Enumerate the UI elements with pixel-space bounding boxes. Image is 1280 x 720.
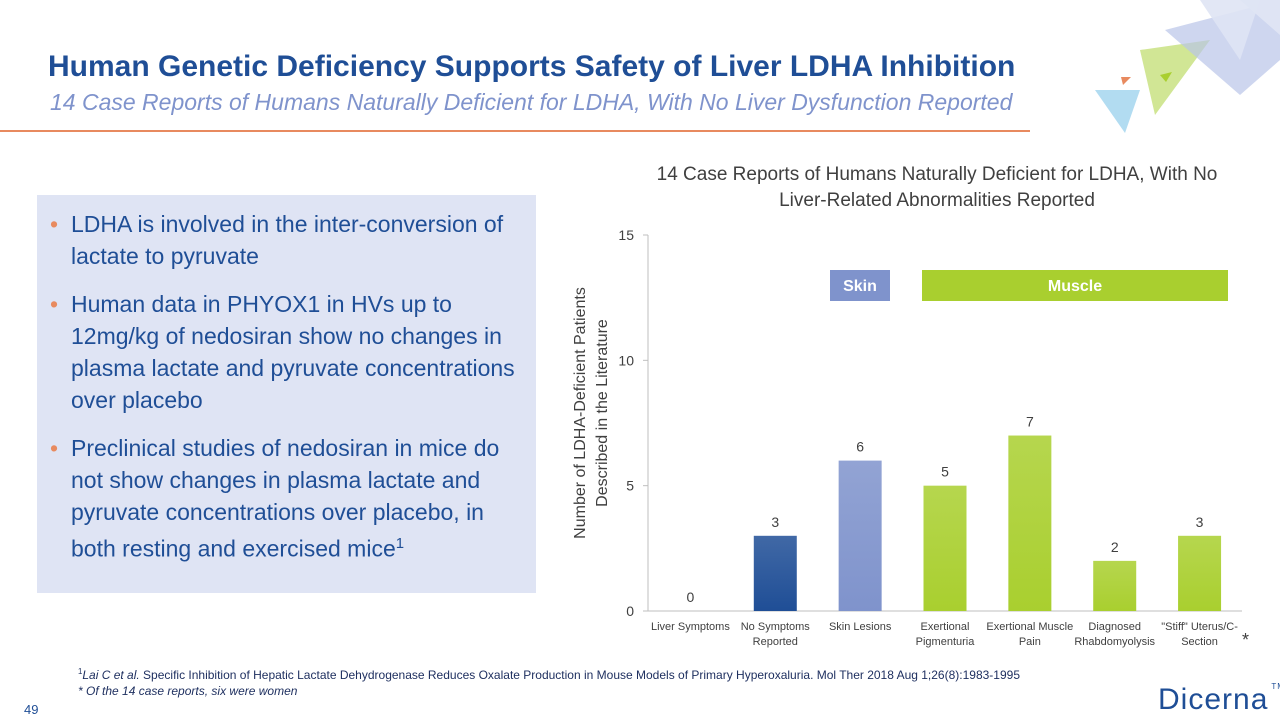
- title: Human Genetic Deficiency Supports Safety…: [48, 50, 1016, 83]
- bullet: Preclinical studies of nedosiran in mice…: [48, 432, 528, 565]
- x-tick-label: Exertional Pigmenturia: [915, 621, 975, 648]
- bar: [1178, 535, 1222, 611]
- x-tick-label: Exertional Muscle Pain: [986, 621, 1074, 648]
- group-box: [922, 270, 1228, 301]
- x-tick-label: Liver Symptoms: [650, 621, 730, 633]
- footnote: 1Lai C et al. Specific Inhibition of Hep…: [78, 664, 1020, 683]
- asterisk: *: [1242, 630, 1249, 650]
- bullet: Human data in PHYOX1 in HVs up to 12mg/k…: [48, 288, 528, 416]
- x-tick-label: No Symptoms Reported: [740, 621, 810, 648]
- bullet-list: LDHA is involved in the inter-conversion…: [48, 208, 528, 581]
- y-tick-label: 10: [618, 352, 634, 368]
- superscript: 1: [78, 667, 83, 676]
- y-tick-label: 15: [618, 227, 634, 243]
- value-label: 3: [771, 514, 779, 530]
- logo: DicernaTM: [1158, 682, 1280, 717]
- value-label: 5: [941, 464, 949, 480]
- bar: [923, 485, 967, 611]
- value-label: 6: [856, 439, 864, 455]
- bar: [1008, 435, 1052, 611]
- x-tick-label: Skin Lesions: [828, 621, 892, 633]
- value-label: 7: [1026, 414, 1034, 430]
- value-label: 3: [1196, 514, 1204, 530]
- text: Preclinical studies of nedosiran in mice…: [71, 435, 500, 562]
- superscript: 1: [395, 535, 405, 552]
- footnotes: 1Lai C et al. Specific Inhibition of Hep…: [78, 664, 1020, 699]
- group-label: Muscle: [1048, 278, 1102, 295]
- subtitle: 14 Case Reports of Humans Naturally Defi…: [50, 89, 1013, 115]
- bullet: LDHA is involved in the inter-conversion…: [48, 208, 528, 272]
- italic-text: * Of the 14 case reports, six were women: [78, 684, 298, 698]
- group-label: Skin: [843, 278, 877, 295]
- y-tick-label: 0: [626, 603, 634, 619]
- logo-mark: TM: [1271, 682, 1280, 691]
- footnote: * Of the 14 case reports, six were women: [78, 683, 1020, 699]
- y-tick-label: 5: [626, 478, 634, 494]
- x-tick-label: Diagnosed Rhabdomyolysis: [1074, 621, 1156, 648]
- divider: [0, 130, 1030, 132]
- text: Human data in PHYOX1 in HVs up to 12mg/k…: [71, 291, 515, 413]
- logo-text: Dicerna: [1158, 683, 1269, 716]
- text: LDHA is involved in the inter-conversion…: [71, 211, 504, 269]
- group-box: [830, 270, 890, 301]
- value-label: 0: [687, 589, 695, 605]
- chart-title: 14 Case Reports of Humans Naturally Defi…: [656, 164, 1218, 211]
- y-axis-label: Number of LDHA-Deficient Patients Descri…: [572, 287, 611, 539]
- bar: [753, 535, 797, 611]
- text: Specific Inhibition of Hepatic Lactate D…: [139, 668, 1020, 682]
- bar: [1093, 560, 1137, 611]
- decoration: [1095, 0, 1280, 133]
- italic-text: Lai C et al.: [82, 668, 140, 682]
- page-number: 49: [24, 702, 39, 717]
- bar: [838, 460, 882, 611]
- value-label: 2: [1111, 539, 1119, 555]
- x-tick-label: "Stiff" Uterus/C-Section: [1161, 621, 1238, 648]
